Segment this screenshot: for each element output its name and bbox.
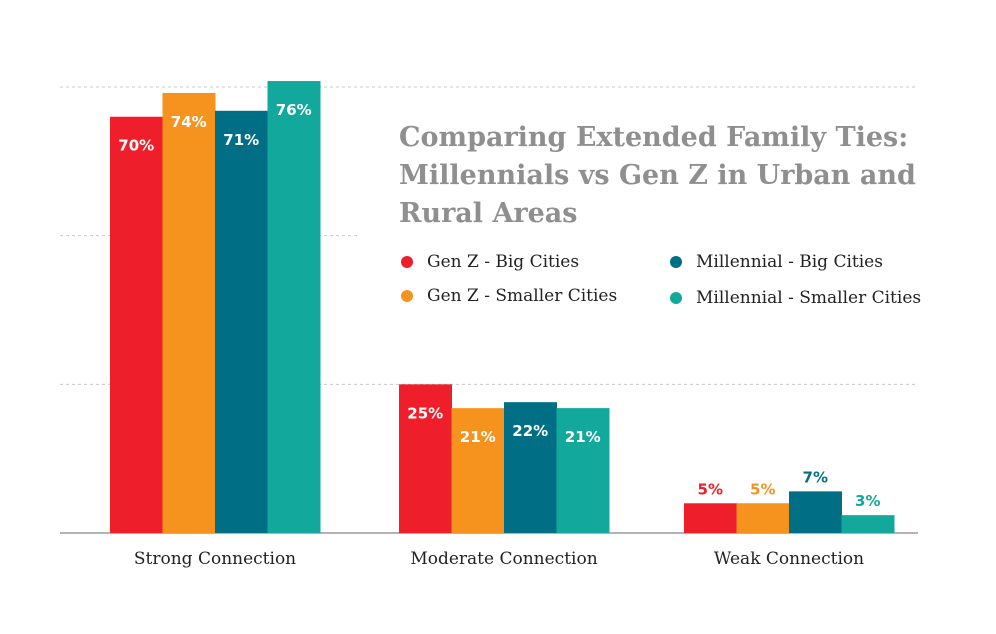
legend-label: Gen Z - Smaller Cities: [427, 286, 618, 306]
legend-item-gen-z-big-cities: Gen Z - Big Cities: [401, 252, 579, 272]
bar: [162, 92, 216, 534]
x-tick-label: Strong Connection: [134, 549, 296, 569]
data-label: 71%: [223, 131, 259, 149]
bar: [789, 491, 842, 533]
data-label: 22%: [512, 422, 548, 440]
x-tick-label: Moderate Connection: [410, 549, 597, 569]
bar: [841, 515, 895, 533]
bar: [736, 503, 790, 533]
legend-marker-icon: [670, 256, 682, 268]
data-label: 21%: [565, 428, 601, 446]
legend-marker-icon: [670, 292, 682, 304]
bar: [110, 116, 163, 533]
data-label: 70%: [118, 137, 154, 155]
bar: [504, 402, 557, 533]
legend-marker-icon: [401, 290, 413, 302]
legend-marker-icon: [401, 256, 413, 268]
bar: [267, 81, 321, 533]
data-label: 5%: [698, 480, 723, 498]
data-label: 76%: [276, 101, 312, 119]
legend-item-millennial-big-cities: Millennial - Big Cities: [670, 252, 883, 272]
bar: [399, 384, 452, 533]
data-label: 5%: [750, 480, 775, 498]
data-label: 3%: [855, 492, 880, 510]
bar: [556, 408, 610, 533]
bar: [684, 503, 737, 533]
legend-label: Millennial - Big Cities: [696, 252, 883, 272]
x-tick-label: Weak Connection: [714, 549, 864, 569]
data-label: 25%: [407, 404, 443, 422]
chart-title: Comparing Extended Family Ties: Millenni…: [399, 122, 916, 229]
legend-label: Gen Z - Big Cities: [427, 252, 580, 272]
legend-item-gen-z-smaller-cities: Gen Z - Smaller Cities: [401, 286, 617, 306]
data-label: 21%: [460, 428, 496, 446]
legend-label: Millennial - Smaller Cities: [696, 288, 922, 308]
bar: [215, 110, 268, 533]
bar: [451, 408, 505, 533]
data-label: 74%: [171, 113, 207, 131]
legend-item-millennial-smaller-cities: Millennial - Smaller Cities: [670, 288, 921, 308]
data-label: 7%: [803, 468, 828, 486]
